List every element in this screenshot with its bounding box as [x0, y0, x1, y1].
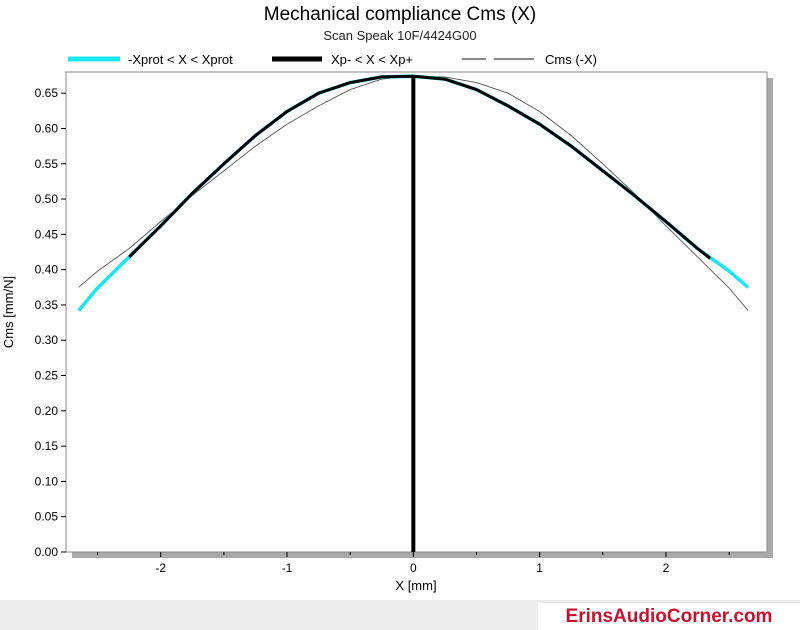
- site-brand: ErinsAudioCorner.com: [538, 603, 800, 630]
- y-tick-label: 0.15: [35, 439, 59, 453]
- x-tick-label: 1: [536, 561, 543, 575]
- y-tick-label: 0.30: [35, 333, 59, 347]
- compliance-chart: Mechanical compliance Cms (X) Scan Speak…: [1, 4, 773, 593]
- y-tick-label: 0.00: [35, 545, 59, 559]
- y-tick-label: 0.45: [35, 227, 59, 241]
- y-tick-label: 0.20: [35, 404, 59, 418]
- axis-ticks: 0.00 0.05 0.10 0.15 0.20 0.25 0.30 0.35 0.40 0.45…: [35, 86, 730, 575]
- y-tick-label: 0.55: [35, 157, 59, 171]
- y-tick-label: 0.35: [35, 298, 59, 312]
- legend-label-xp: Xp- < X < Xp+: [331, 52, 413, 67]
- y-tick-label: 0.40: [35, 263, 59, 277]
- legend-label-mirror: Cms (-X): [545, 52, 597, 67]
- y-tick-label: 0.60: [35, 121, 59, 135]
- y-tick-label: 0.65: [35, 86, 59, 100]
- chart-subtitle: Scan Speak 10F/4424G00: [323, 28, 476, 43]
- series-lines: [77, 74, 750, 552]
- chart-title: Mechanical compliance Cms (X): [264, 4, 536, 25]
- y-tick-label: 0.05: [35, 510, 59, 524]
- legend: -Xprot < X < Xprot Xp- < X < Xp+ Cms (-X…: [68, 52, 597, 67]
- plot-area: [65, 71, 768, 553]
- y-tick-label: 0.25: [35, 369, 59, 383]
- series-line-xp: [128, 74, 712, 260]
- x-tick-label: -1: [282, 561, 293, 575]
- x-tick-label: 0: [410, 561, 417, 575]
- x-tick-label: -2: [155, 561, 166, 575]
- y-axis-label: Cms [mm/N]: [1, 276, 16, 348]
- x-axis-label: X [mm]: [395, 578, 436, 593]
- y-tick-label: 0.10: [35, 474, 59, 488]
- legend-label-xprot: -Xprot < X < Xprot: [128, 52, 233, 67]
- y-tick-label: 0.50: [35, 192, 59, 206]
- x-tick-label: 2: [663, 561, 670, 575]
